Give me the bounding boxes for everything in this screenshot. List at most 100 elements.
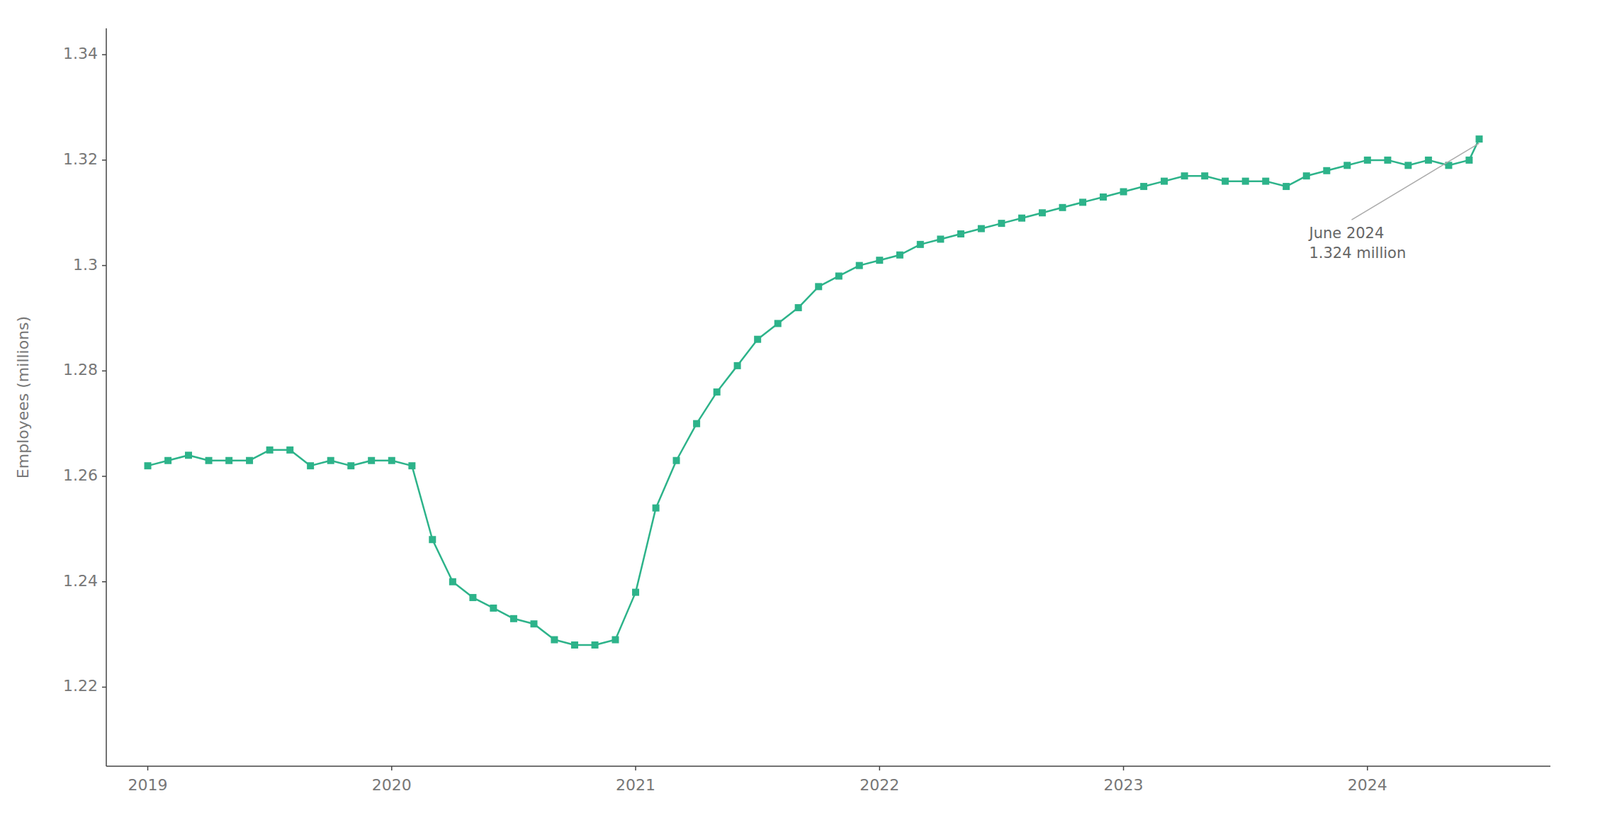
y-tick-label: 1.22: [63, 676, 98, 695]
x-tick-label: 2024: [1347, 775, 1388, 794]
y-tick: [102, 475, 107, 477]
marker: [1364, 156, 1372, 164]
marker: [449, 578, 457, 586]
marker: [1465, 156, 1473, 164]
marker: [1201, 172, 1209, 180]
y-tick-label: 1.28: [63, 360, 98, 379]
x-tick-label: 2022: [859, 775, 900, 794]
marker: [855, 262, 864, 270]
marker: [977, 225, 985, 233]
marker: [1079, 198, 1087, 206]
y-tick-label: 1.34: [63, 44, 98, 63]
marker: [571, 641, 579, 649]
marker: [1404, 161, 1412, 169]
marker: [896, 251, 904, 259]
marker: [1383, 156, 1391, 164]
marker: [693, 420, 701, 428]
marker: [1343, 161, 1351, 169]
x-axis-line: [106, 765, 1551, 767]
marker: [225, 457, 233, 465]
y-tick: [102, 686, 107, 689]
y-tick: [102, 581, 107, 583]
marker: [286, 446, 294, 454]
marker: [550, 636, 558, 644]
marker: [1242, 177, 1250, 185]
marker: [1322, 167, 1331, 175]
y-tick: [102, 265, 107, 267]
marker: [1058, 204, 1066, 212]
marker: [997, 219, 1005, 227]
marker: [795, 303, 803, 312]
y-tick: [102, 53, 107, 56]
marker: [347, 462, 355, 470]
chart: 1.22 1.24 1.26 1.28 1.3 1.32 1.34 2019 2020 2021 2…: [0, 0, 1600, 830]
marker: [510, 615, 518, 623]
marker: [591, 641, 599, 649]
marker: [469, 593, 477, 601]
x-tick-label: 2023: [1103, 775, 1144, 794]
marker: [1018, 214, 1026, 222]
marker: [957, 230, 965, 238]
marker: [1262, 177, 1270, 185]
axes: 1.22 1.24 1.26 1.28 1.3 1.32 1.34 2019 2020 2021 2…: [63, 28, 1551, 794]
marker: [144, 462, 152, 470]
marker: [936, 235, 944, 243]
annotation-leader: [1351, 143, 1479, 220]
annotation: June 2024 1.324 million: [1307, 143, 1479, 262]
y-axis-label: Employees (millions): [14, 316, 32, 479]
y-tick: [102, 370, 107, 373]
annotation-text: June 2024 1.324 million: [1307, 224, 1406, 262]
marker: [1303, 172, 1311, 180]
marker: [164, 457, 172, 465]
y-tick: [102, 159, 107, 161]
y-tick-label: 1.32: [63, 150, 98, 168]
y-tick-label: 1.3: [72, 255, 98, 274]
marker: [428, 535, 436, 543]
x-tick: [391, 765, 393, 771]
marker: [673, 457, 681, 465]
marker: [408, 462, 416, 470]
marker: [388, 457, 396, 465]
marker: [1181, 172, 1189, 180]
marker: [713, 388, 721, 396]
marker: [632, 588, 640, 596]
marker: [306, 462, 314, 470]
x-tick: [879, 765, 881, 771]
x-tick: [1366, 765, 1369, 771]
series: [144, 135, 1484, 649]
marker: [1282, 182, 1290, 190]
marker: [916, 240, 925, 249]
marker: [734, 362, 742, 370]
marker: [327, 457, 335, 465]
marker: [1140, 182, 1148, 190]
y-tick-label: 1.24: [63, 571, 98, 590]
marker: [1120, 188, 1128, 196]
marker: [266, 446, 274, 454]
marker: [835, 272, 843, 280]
x-tick-label: 2021: [615, 775, 656, 794]
annotation-line: 1.324 million: [1308, 244, 1406, 262]
marker: [652, 504, 660, 512]
marker: [1038, 209, 1046, 217]
line: [148, 138, 1480, 645]
marker: [530, 620, 538, 628]
marker: [1221, 177, 1229, 185]
x-tick-label: 2020: [372, 775, 412, 794]
annotation-line: June 2024: [1307, 224, 1384, 242]
marker: [367, 457, 375, 465]
marker: [774, 319, 782, 327]
marker: [1160, 177, 1168, 185]
marker: [875, 256, 883, 264]
y-axis-line: [105, 28, 107, 766]
y-tick-label: 1.26: [63, 466, 98, 484]
marker: [489, 604, 497, 612]
x-tick-label: 2019: [128, 775, 168, 794]
marker: [611, 636, 619, 644]
x-tick: [634, 765, 637, 771]
marker: [245, 457, 253, 465]
marker: [184, 451, 193, 459]
marker: [814, 282, 822, 290]
marker: [1424, 156, 1433, 164]
x-tick: [1123, 765, 1125, 771]
x-tick: [147, 765, 149, 771]
